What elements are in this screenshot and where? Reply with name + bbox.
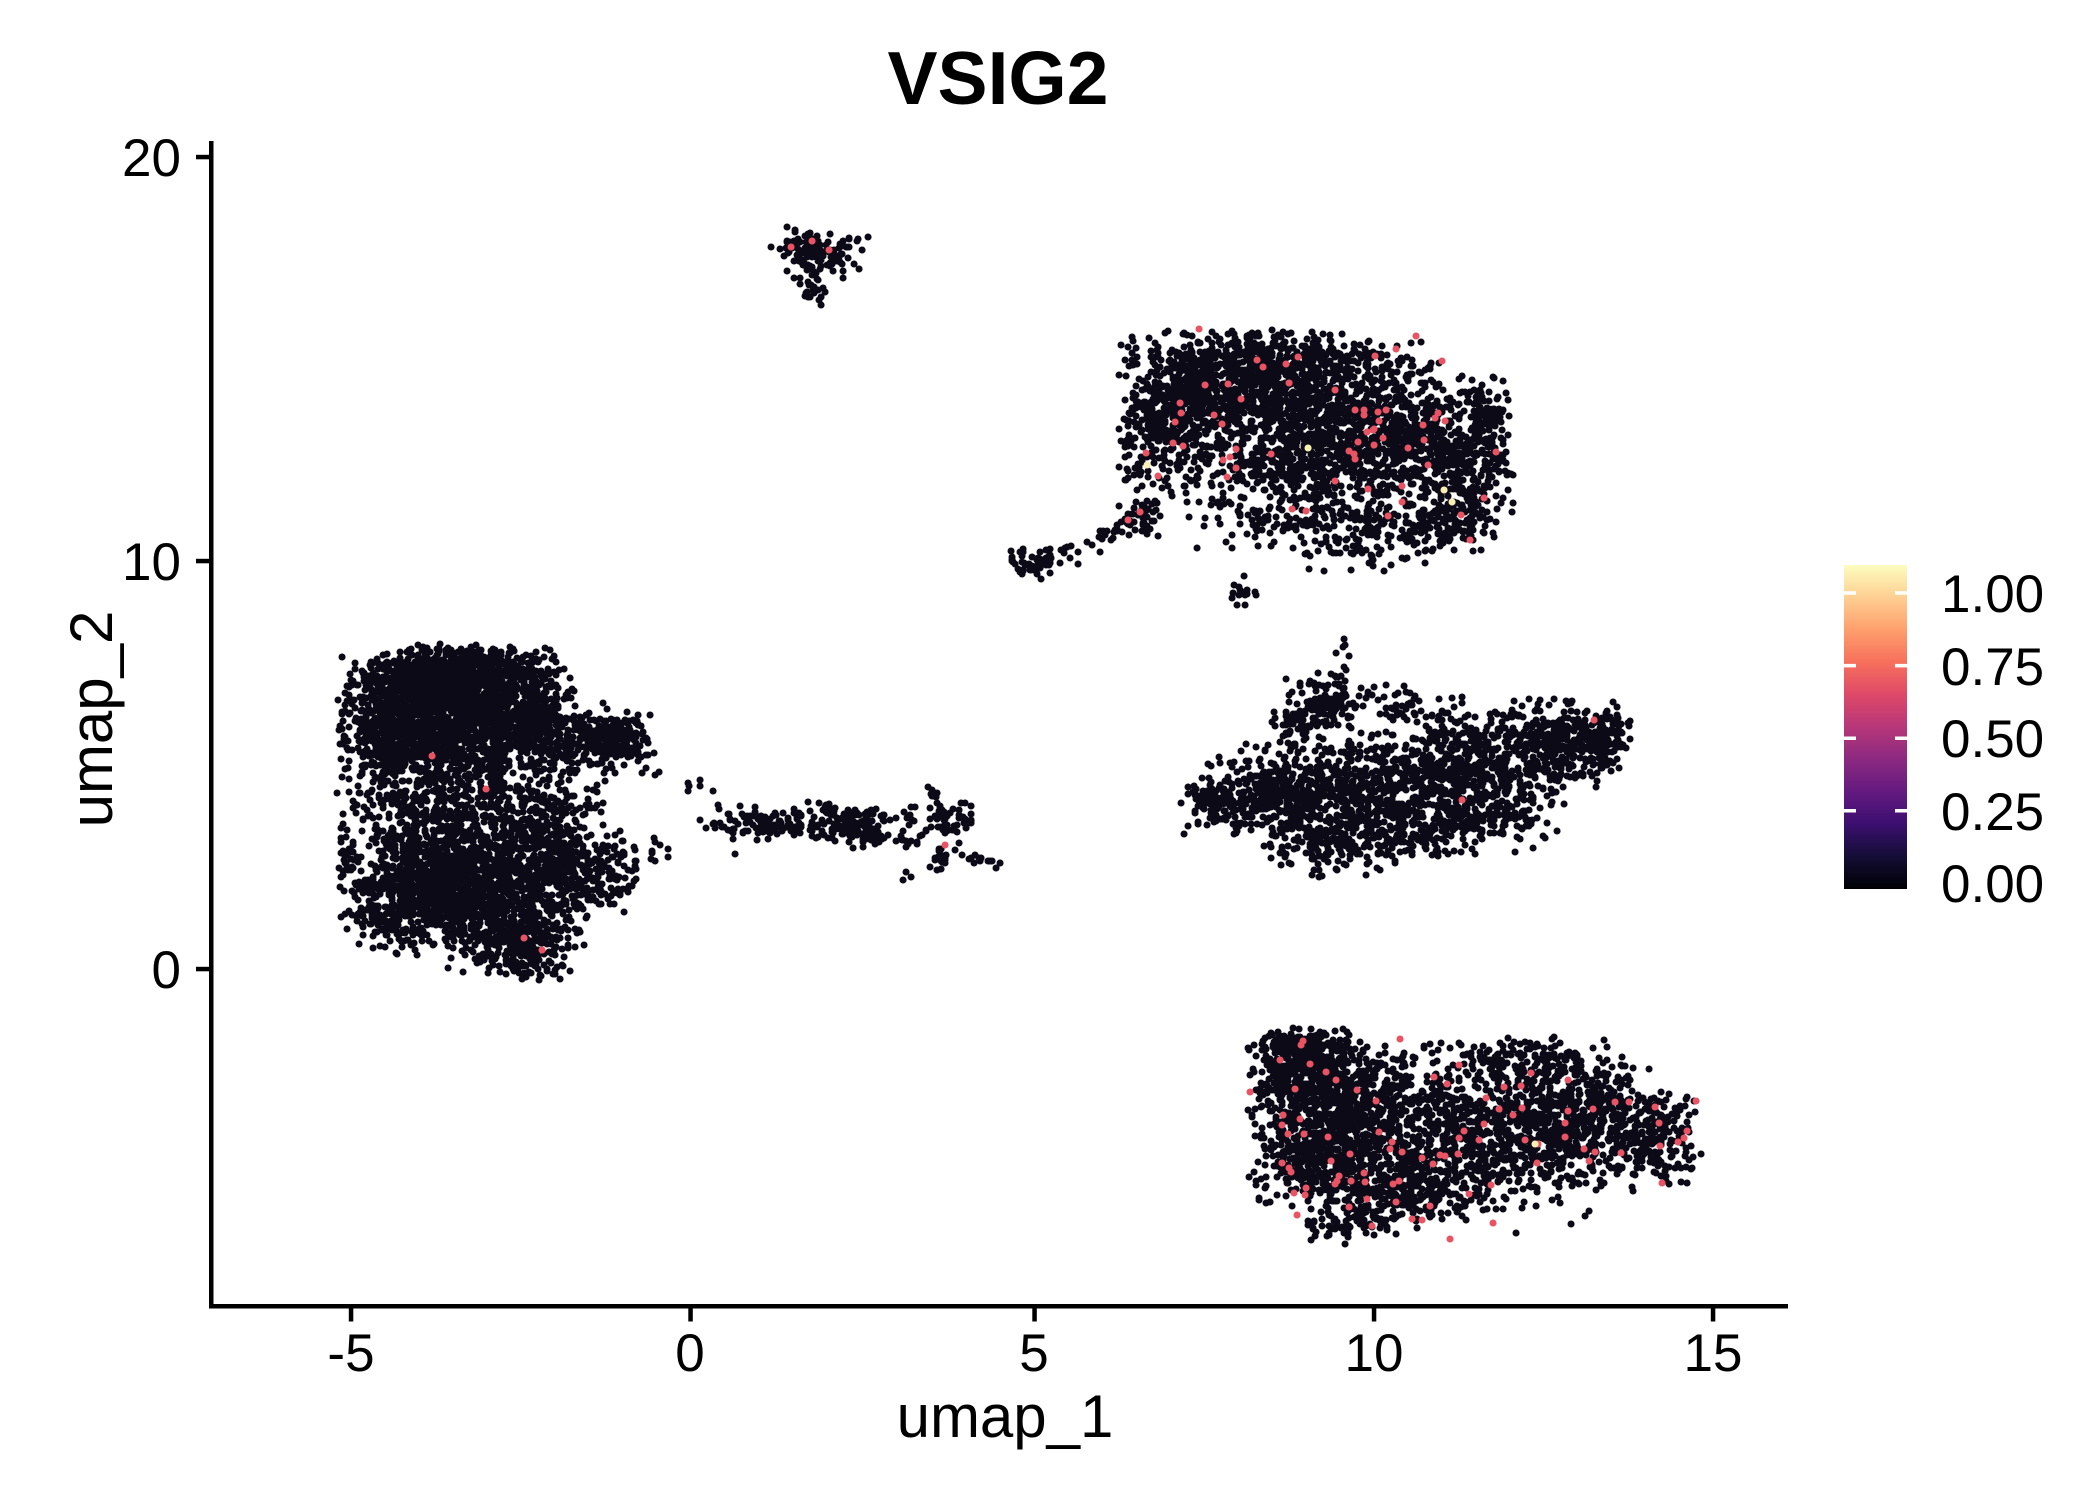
svg-text:5: 5 bbox=[1019, 1324, 1048, 1383]
svg-text:0.25: 0.25 bbox=[1941, 783, 2044, 842]
svg-text:10: 10 bbox=[1345, 1324, 1404, 1383]
svg-text:0.75: 0.75 bbox=[1941, 638, 2044, 697]
svg-text:20: 20 bbox=[122, 129, 181, 188]
svg-text:0.00: 0.00 bbox=[1941, 855, 2044, 914]
svg-text:umap_2: umap_2 bbox=[58, 611, 125, 828]
svg-text:0.50: 0.50 bbox=[1941, 710, 2044, 769]
svg-text:15: 15 bbox=[1684, 1324, 1743, 1383]
svg-text:-5: -5 bbox=[327, 1324, 374, 1383]
svg-text:10: 10 bbox=[122, 533, 181, 592]
svg-text:1.00: 1.00 bbox=[1941, 565, 2044, 624]
svg-text:0: 0 bbox=[152, 941, 181, 1000]
svg-text:VSIG2: VSIG2 bbox=[888, 36, 1109, 120]
svg-text:0: 0 bbox=[675, 1324, 704, 1383]
svg-text:umap_1: umap_1 bbox=[897, 1383, 1114, 1450]
